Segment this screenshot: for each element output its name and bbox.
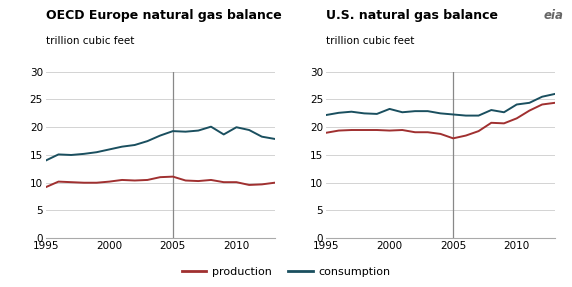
Text: trillion cubic feet: trillion cubic feet bbox=[326, 36, 415, 46]
Text: U.S. natural gas balance: U.S. natural gas balance bbox=[326, 9, 498, 22]
Text: eia: eia bbox=[543, 9, 563, 22]
Text: trillion cubic feet: trillion cubic feet bbox=[46, 36, 134, 46]
Text: OECD Europe natural gas balance: OECD Europe natural gas balance bbox=[46, 9, 281, 22]
Legend: production, consumption: production, consumption bbox=[177, 263, 395, 282]
